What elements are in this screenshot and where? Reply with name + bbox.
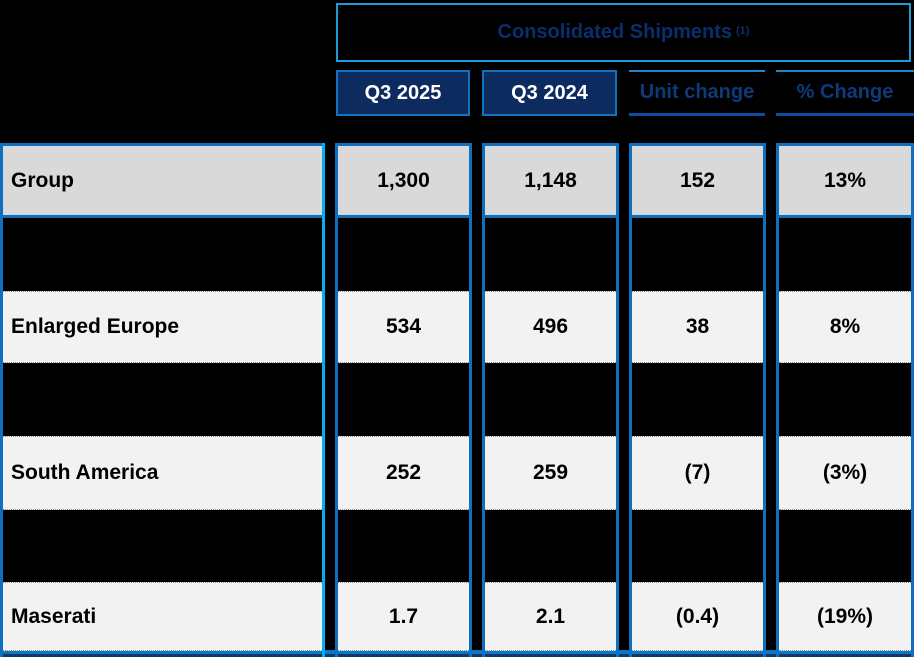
cell-south-america-pct-change: (3%) xyxy=(779,436,911,510)
cell-group-pct-change: 13% xyxy=(779,143,911,218)
cell-maserati-q3-2024: 2.1 xyxy=(485,582,616,651)
cell-south-america-unit-change: (7) xyxy=(632,436,763,510)
column-q3-2025: 1,300 534 252 1.7 xyxy=(335,143,472,657)
row-label-south-america: South America xyxy=(3,436,322,510)
row-label-group: Group xyxy=(3,143,322,218)
column-pct-change: 13% 8% (3%) (19%) xyxy=(776,143,914,657)
cell-maserati-unit-change: (0.4) xyxy=(632,582,763,651)
column-header-pct-change: % Change xyxy=(776,70,914,116)
column-unit-change: 152 38 (7) (0.4) xyxy=(629,143,766,657)
label-column: Group Enlarged Europe South America Mase… xyxy=(0,143,325,657)
column-q3-2024: 1,148 496 259 2.1 xyxy=(482,143,619,657)
cell-maserati-pct-change: (19%) xyxy=(779,582,911,651)
table-title-box: Consolidated Shipments (1) xyxy=(336,3,911,62)
cell-maserati-q3-2025: 1.7 xyxy=(338,582,469,651)
column-header-unit-change: Unit change xyxy=(629,70,765,116)
table-title: Consolidated Shipments xyxy=(497,21,732,43)
cell-group-q3-2025: 1,300 xyxy=(338,143,469,218)
cell-enlarged-europe-q3-2024: 496 xyxy=(485,291,616,363)
cell-group-unit-change: 152 xyxy=(632,143,763,218)
cell-enlarged-europe-q3-2025: 534 xyxy=(338,291,469,363)
cell-enlarged-europe-unit-change: 38 xyxy=(632,291,763,363)
cell-south-america-q3-2025: 252 xyxy=(338,436,469,510)
column-header-q3-2025: Q3 2025 xyxy=(336,70,470,116)
cell-south-america-q3-2024: 259 xyxy=(485,436,616,510)
footnote-marker: (1) xyxy=(736,24,750,37)
column-header-q3-2024: Q3 2024 xyxy=(482,70,617,116)
row-label-maserati: Maserati xyxy=(3,582,322,651)
row-label-enlarged-europe: Enlarged Europe xyxy=(3,291,322,363)
table-bottom-border xyxy=(0,650,914,657)
cell-group-q3-2024: 1,148 xyxy=(485,143,616,218)
cell-enlarged-europe-pct-change: 8% xyxy=(779,291,911,363)
